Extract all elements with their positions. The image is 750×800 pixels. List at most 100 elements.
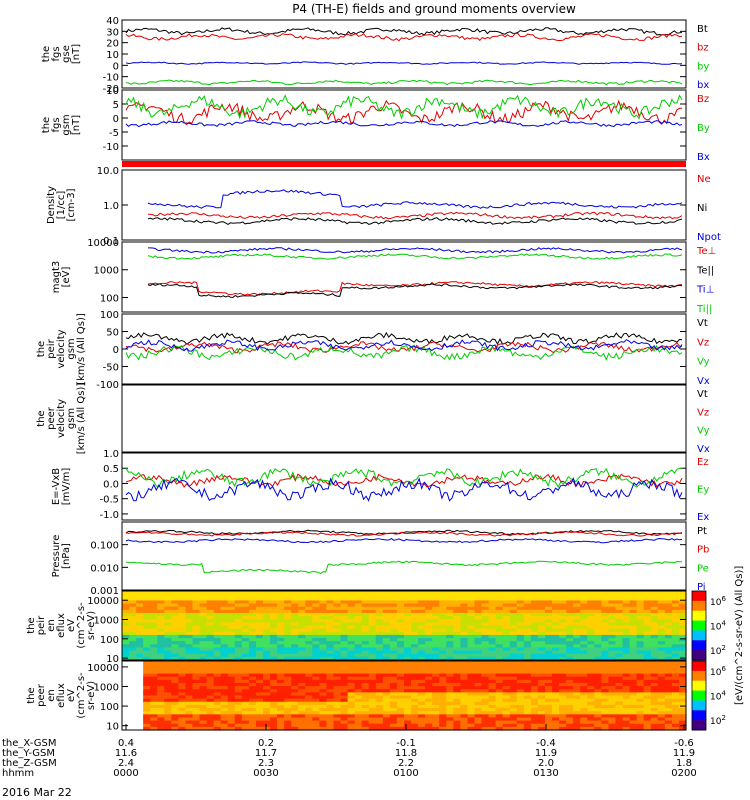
legend-bz: bz xyxy=(697,43,709,54)
series-Te|| xyxy=(147,283,683,298)
panel-ylabel: gsm xyxy=(66,338,77,359)
y-tick-label: 0.1 xyxy=(103,236,119,247)
series-Ti|| xyxy=(147,253,683,260)
y-tick-label: 0.100 xyxy=(90,541,119,552)
panel-ylabel: fgs xyxy=(51,117,62,132)
panel-pressure: Pressure [nPa] 0.001 0.010 0.100 Pt Pb Pe Pi xyxy=(51,521,709,597)
y-tick-label: 0.001 xyxy=(90,586,119,597)
panel-ylabel: eflux xyxy=(56,683,67,708)
orbit-value: 11.8 xyxy=(395,748,417,759)
y-tick-label: 0 xyxy=(113,345,119,356)
orbit-value: -0.4 xyxy=(536,738,556,749)
orbit-value: 0200 xyxy=(671,768,696,779)
legend-Ti⊥: Ti⊥ xyxy=(696,285,714,296)
orbit-value: 11.9 xyxy=(673,748,695,759)
panel-ylabel: peer xyxy=(36,683,47,707)
panel-peer_eflux: the peer en eflux eV (cm^2-s-sr-eV)1061041021… xyxy=(26,660,726,733)
orbit-value: 11.7 xyxy=(255,748,277,759)
panel-ylabel: peir xyxy=(36,615,47,635)
panel-ylabel: [km/s (All Qs)] xyxy=(76,383,87,455)
panel-fgs_gsm: the fgs gsm [nT] -10 -5 0 5 10 Bz By Bx xyxy=(41,86,710,167)
orbit-value: 1.8 xyxy=(676,758,692,769)
legend-Ex: Ex xyxy=(697,512,709,523)
colorbar-tick-label: 106 xyxy=(710,665,726,678)
panel-ylabel: peer xyxy=(46,406,57,430)
y-tick-label: 1.0 xyxy=(103,201,119,212)
orbit-value: 0000 xyxy=(113,768,138,779)
series-Pi xyxy=(125,537,683,544)
y-tick-label: -100 xyxy=(96,380,119,391)
y-tick-label: 0.5 xyxy=(103,464,119,475)
series-bx xyxy=(125,61,683,65)
colorbar-tick-label: 102 xyxy=(710,714,726,727)
panel-ylabel: eV xyxy=(66,689,77,702)
legend-Bz: Bz xyxy=(697,94,709,105)
orbit-row-label: hhmm xyxy=(2,768,34,779)
y-tick-label: 10 xyxy=(106,86,119,97)
plot-title: P4 (TH-E) fields and ground moments over… xyxy=(292,2,576,16)
heatmap-cells xyxy=(143,661,687,731)
date-label: 2016 Mar 22 xyxy=(2,786,72,799)
y-tick-label: 1.0 xyxy=(103,449,119,460)
legend-Pe: Pe xyxy=(697,563,709,574)
y-tick-label: -20 xyxy=(103,84,119,95)
y-tick-label: 10.0 xyxy=(97,166,119,177)
series-Pb xyxy=(125,531,683,537)
panel-ylabel: gse xyxy=(61,45,72,63)
orbit-value: 0.2 xyxy=(258,738,274,749)
legend-bx: bx xyxy=(697,80,709,91)
legend-Bx: Bx xyxy=(697,152,710,163)
y-tick-label: 1000 xyxy=(94,266,119,277)
panel-ylabel: E=-VxB xyxy=(51,468,62,505)
panel-ylabel: gsm xyxy=(61,114,72,135)
series-By xyxy=(125,94,683,120)
panel-ylabel: the xyxy=(41,117,52,133)
orbit-value: 0030 xyxy=(253,768,278,779)
y-tick-label: 10000 xyxy=(87,663,119,674)
panel-temperature: magt3 [eV] 100 1000 10000 Te⊥ Te|| Ti⊥ Ti|| xyxy=(51,238,716,315)
panel-ylabel: [eV] xyxy=(61,267,72,288)
panel-ylabel: magt3 xyxy=(51,261,62,294)
y-tick-label: 100 xyxy=(100,635,119,646)
series-Vx xyxy=(125,339,683,352)
legend-Vt: Vt xyxy=(697,318,708,329)
orbit-value: -0.6 xyxy=(674,738,694,749)
panel-ylabel: Density xyxy=(46,186,57,224)
orbit-value: -0.1 xyxy=(396,738,416,749)
series-Bx xyxy=(125,120,683,128)
series-bz xyxy=(125,32,683,42)
legend-by: by xyxy=(697,61,709,72)
legend-Ez: Ez xyxy=(697,457,709,468)
legend-Vt: Vt xyxy=(697,389,708,400)
y-tick-label: -5 xyxy=(109,128,119,139)
panel-ylabel: [km/s (All Qs)] xyxy=(76,313,87,385)
legend-Vx: Vx xyxy=(697,376,710,387)
orbit-row-label: the_Y-GSM xyxy=(2,748,55,759)
panel-ylabel: sr-eV) xyxy=(86,681,97,710)
y-tick-label: 10000 xyxy=(87,596,119,607)
orbit-value: 11.9 xyxy=(535,748,557,759)
legend-Vy: Vy xyxy=(697,426,710,437)
panel-ylabel: velocity xyxy=(56,399,67,438)
legend-Vz: Vz xyxy=(697,337,709,348)
orbit-value: 2.0 xyxy=(538,758,554,769)
legend-Npot: Npot xyxy=(697,232,721,243)
series-Ez xyxy=(125,473,683,488)
orbit-value: 0130 xyxy=(533,768,558,779)
y-tick-label: 0 xyxy=(113,114,119,125)
legend-Pi: Pi xyxy=(697,582,706,593)
legend-Pt: Pt xyxy=(697,526,707,537)
panel-ylabel: [nT] xyxy=(71,44,82,64)
panel-ylabel: (cm^2-s- xyxy=(76,602,87,649)
y-tick-label: 5 xyxy=(113,100,119,111)
series-Ti⊥ xyxy=(148,247,683,254)
panel-ylabel: Pressure xyxy=(51,535,62,578)
panel-ylabel: fgs xyxy=(51,46,62,61)
panel-peir_eflux: the peir en eflux eV (cm^2-s-sr-eV)1061041021… xyxy=(26,590,726,665)
orbit-value: 0.4 xyxy=(118,738,134,749)
orbit-value: 0100 xyxy=(393,768,418,779)
series-Vt xyxy=(125,331,683,346)
series-Te⊥ xyxy=(147,281,683,296)
orbit-value: 2.4 xyxy=(118,758,134,769)
